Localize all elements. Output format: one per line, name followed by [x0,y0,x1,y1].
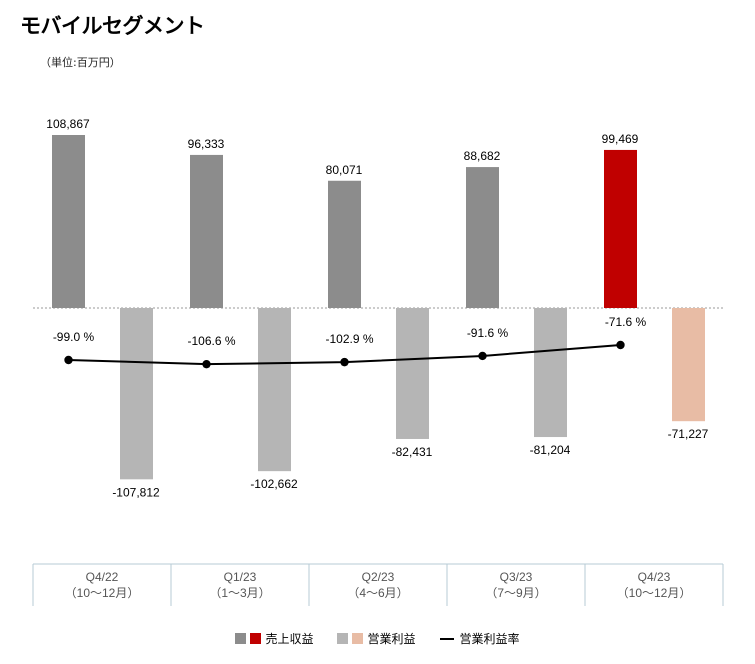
legend-label-op: 営業利益 [367,632,416,646]
legend-label-margin: 営業利益率 [459,632,520,646]
x-tick-sublabel: （10～12月） [617,586,692,600]
op-bar-label: -107,812 [112,485,160,499]
x-tick-label: Q4/23 [638,570,671,584]
revenue-bar-label: 108,867 [46,117,90,131]
x-tick-label: Q1/23 [224,570,257,584]
legend-label-revenue: 売上収益 [265,632,314,646]
margin-point [202,359,211,369]
legend-swatch-revenue-current [250,633,262,644]
op-bar [672,308,705,422]
unit-label: （単位:百万円） [40,56,121,69]
margin-point [616,340,625,350]
legend-revenue: 売上収益 [235,630,313,647]
margin-label: -106.6 % [187,334,235,348]
revenue-bar-label: 80,071 [326,163,363,177]
revenue-bar [190,154,223,308]
revenue-bar-label: 88,682 [464,149,501,163]
margin-label: -102.9 % [325,332,373,346]
x-tick-label: Q3/23 [500,570,533,584]
legend-swatch-revenue-past [235,633,247,644]
revenue-bar [52,135,85,308]
x-tick-sublabel: （4～6月） [347,586,408,600]
revenue-bar-label: 99,469 [602,132,639,146]
op-bar [534,308,567,438]
margin-point [478,351,487,361]
margin-label: -91.6 % [467,326,509,340]
x-tick-label: Q4/22 [86,570,119,584]
x-tick-sublabel: （1～3月） [209,586,270,600]
op-bar [258,308,291,472]
revenue-bar [604,149,637,308]
x-tick-sublabel: （7～9月） [485,586,546,600]
op-bar [120,308,153,480]
margin-label: -71.6 % [605,315,647,329]
legend-op: 営業利益 [337,630,416,647]
chart-title: モバイルセグメント [20,14,205,38]
legend: 売上収益 営業利益 営業利益率 [0,630,755,647]
op-bar-label: -71,227 [668,427,709,441]
legend-swatch-op-current [352,633,364,644]
op-bar-label: -82,431 [392,445,433,459]
op-bar-label: -81,204 [530,443,571,457]
x-tick-sublabel: （10～12月） [65,586,140,600]
revenue-bar-label: 96,333 [188,137,225,151]
revenue-bar [466,167,499,308]
margin-label: -99.0 % [53,330,95,344]
margin-point [340,357,349,367]
legend-swatch-op-past [337,633,349,644]
x-tick-label: Q2/23 [362,570,395,584]
margin-point [64,355,73,365]
op-bar-label: -102,662 [250,477,298,491]
legend-line-margin [439,637,454,640]
revenue-bar [328,180,361,308]
op-bar [396,308,429,439]
legend-margin: 営業利益率 [439,630,520,647]
